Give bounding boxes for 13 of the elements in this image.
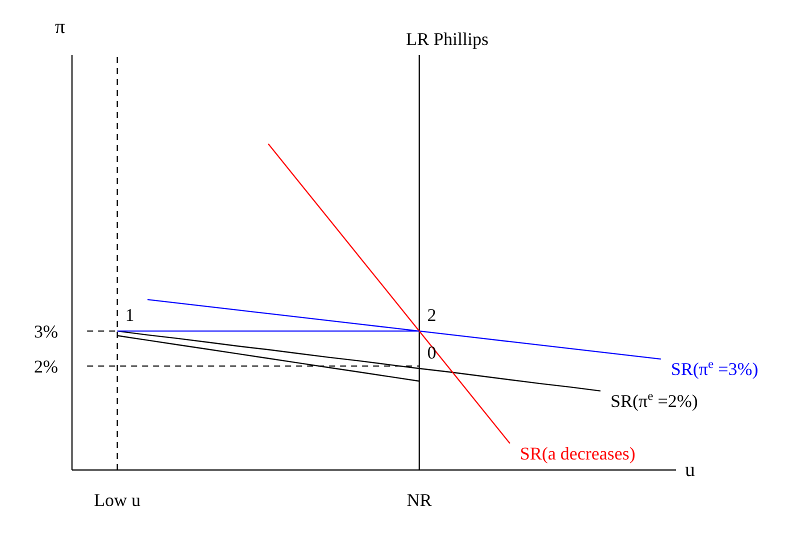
y-axis-title: π (54, 16, 66, 38)
x-tick-label: NR (406, 490, 432, 510)
ref-line-label: LR Phillips (406, 29, 489, 49)
series-label: SR(π$^{e}$ =2%) (610, 388, 698, 411)
x-tick-label: Low u (94, 490, 141, 510)
annotation: 1 (125, 305, 134, 326)
annotation: 0 (427, 342, 436, 363)
annotation: 2 (427, 305, 436, 326)
y-tick-label: 3% (34, 321, 58, 342)
y-tick-label: 2% (34, 356, 58, 376)
x-axis-title: u (685, 459, 695, 481)
series-label: SR(a decreases) (520, 443, 636, 464)
series-label: SR(π$^{e}$ =3%) (670, 357, 758, 380)
